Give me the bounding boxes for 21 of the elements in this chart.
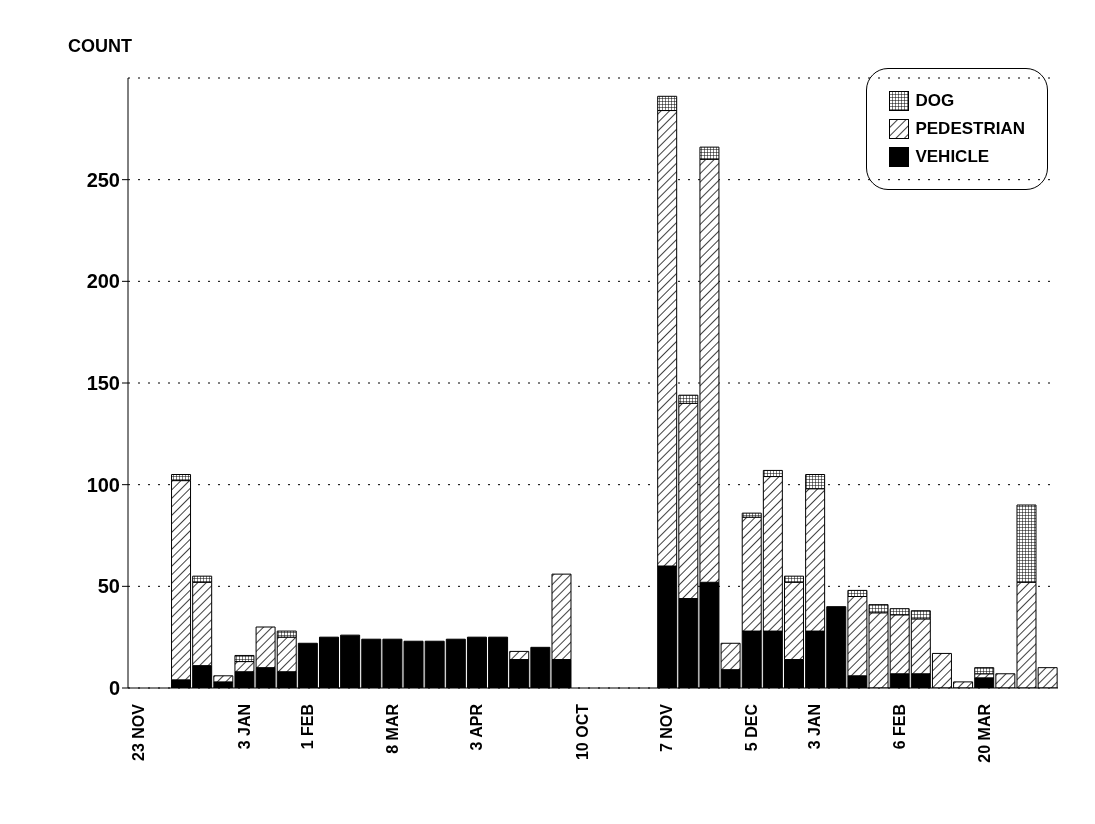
x-tick-label: 10 OCT <box>573 703 591 761</box>
y-tick-label: 100 <box>86 473 120 496</box>
y-tick-label: 50 <box>97 575 120 598</box>
x-tick-label: 23 NOV <box>130 703 148 761</box>
x-tick-label: 6 FEB <box>890 704 908 750</box>
x-tick-label: 3 APR <box>468 703 486 751</box>
y-tick-label: 150 <box>86 372 120 395</box>
x-tick-label: 8 MAR <box>383 703 401 754</box>
y-tick-label: 250 <box>86 168 120 191</box>
y-tick-label: 0 <box>108 677 120 700</box>
x-tick-label: 7 NOV <box>658 703 676 753</box>
x-tick-label: 5 DEC <box>743 703 761 752</box>
legend-label: VEHICLE <box>915 147 990 167</box>
y-tick-label: 200 <box>86 270 120 293</box>
legend-label: DOG <box>915 91 955 111</box>
y-axis-title: COUNT <box>68 36 132 57</box>
legend-label: PEDESTRIAN <box>915 119 1025 139</box>
x-tick-label: 20 MAR <box>975 703 993 763</box>
x-tick-label: 1 FEB <box>299 704 317 750</box>
x-tick-label: 3 JAN <box>806 704 824 750</box>
x-tick-label: 3 JAN <box>235 704 253 750</box>
